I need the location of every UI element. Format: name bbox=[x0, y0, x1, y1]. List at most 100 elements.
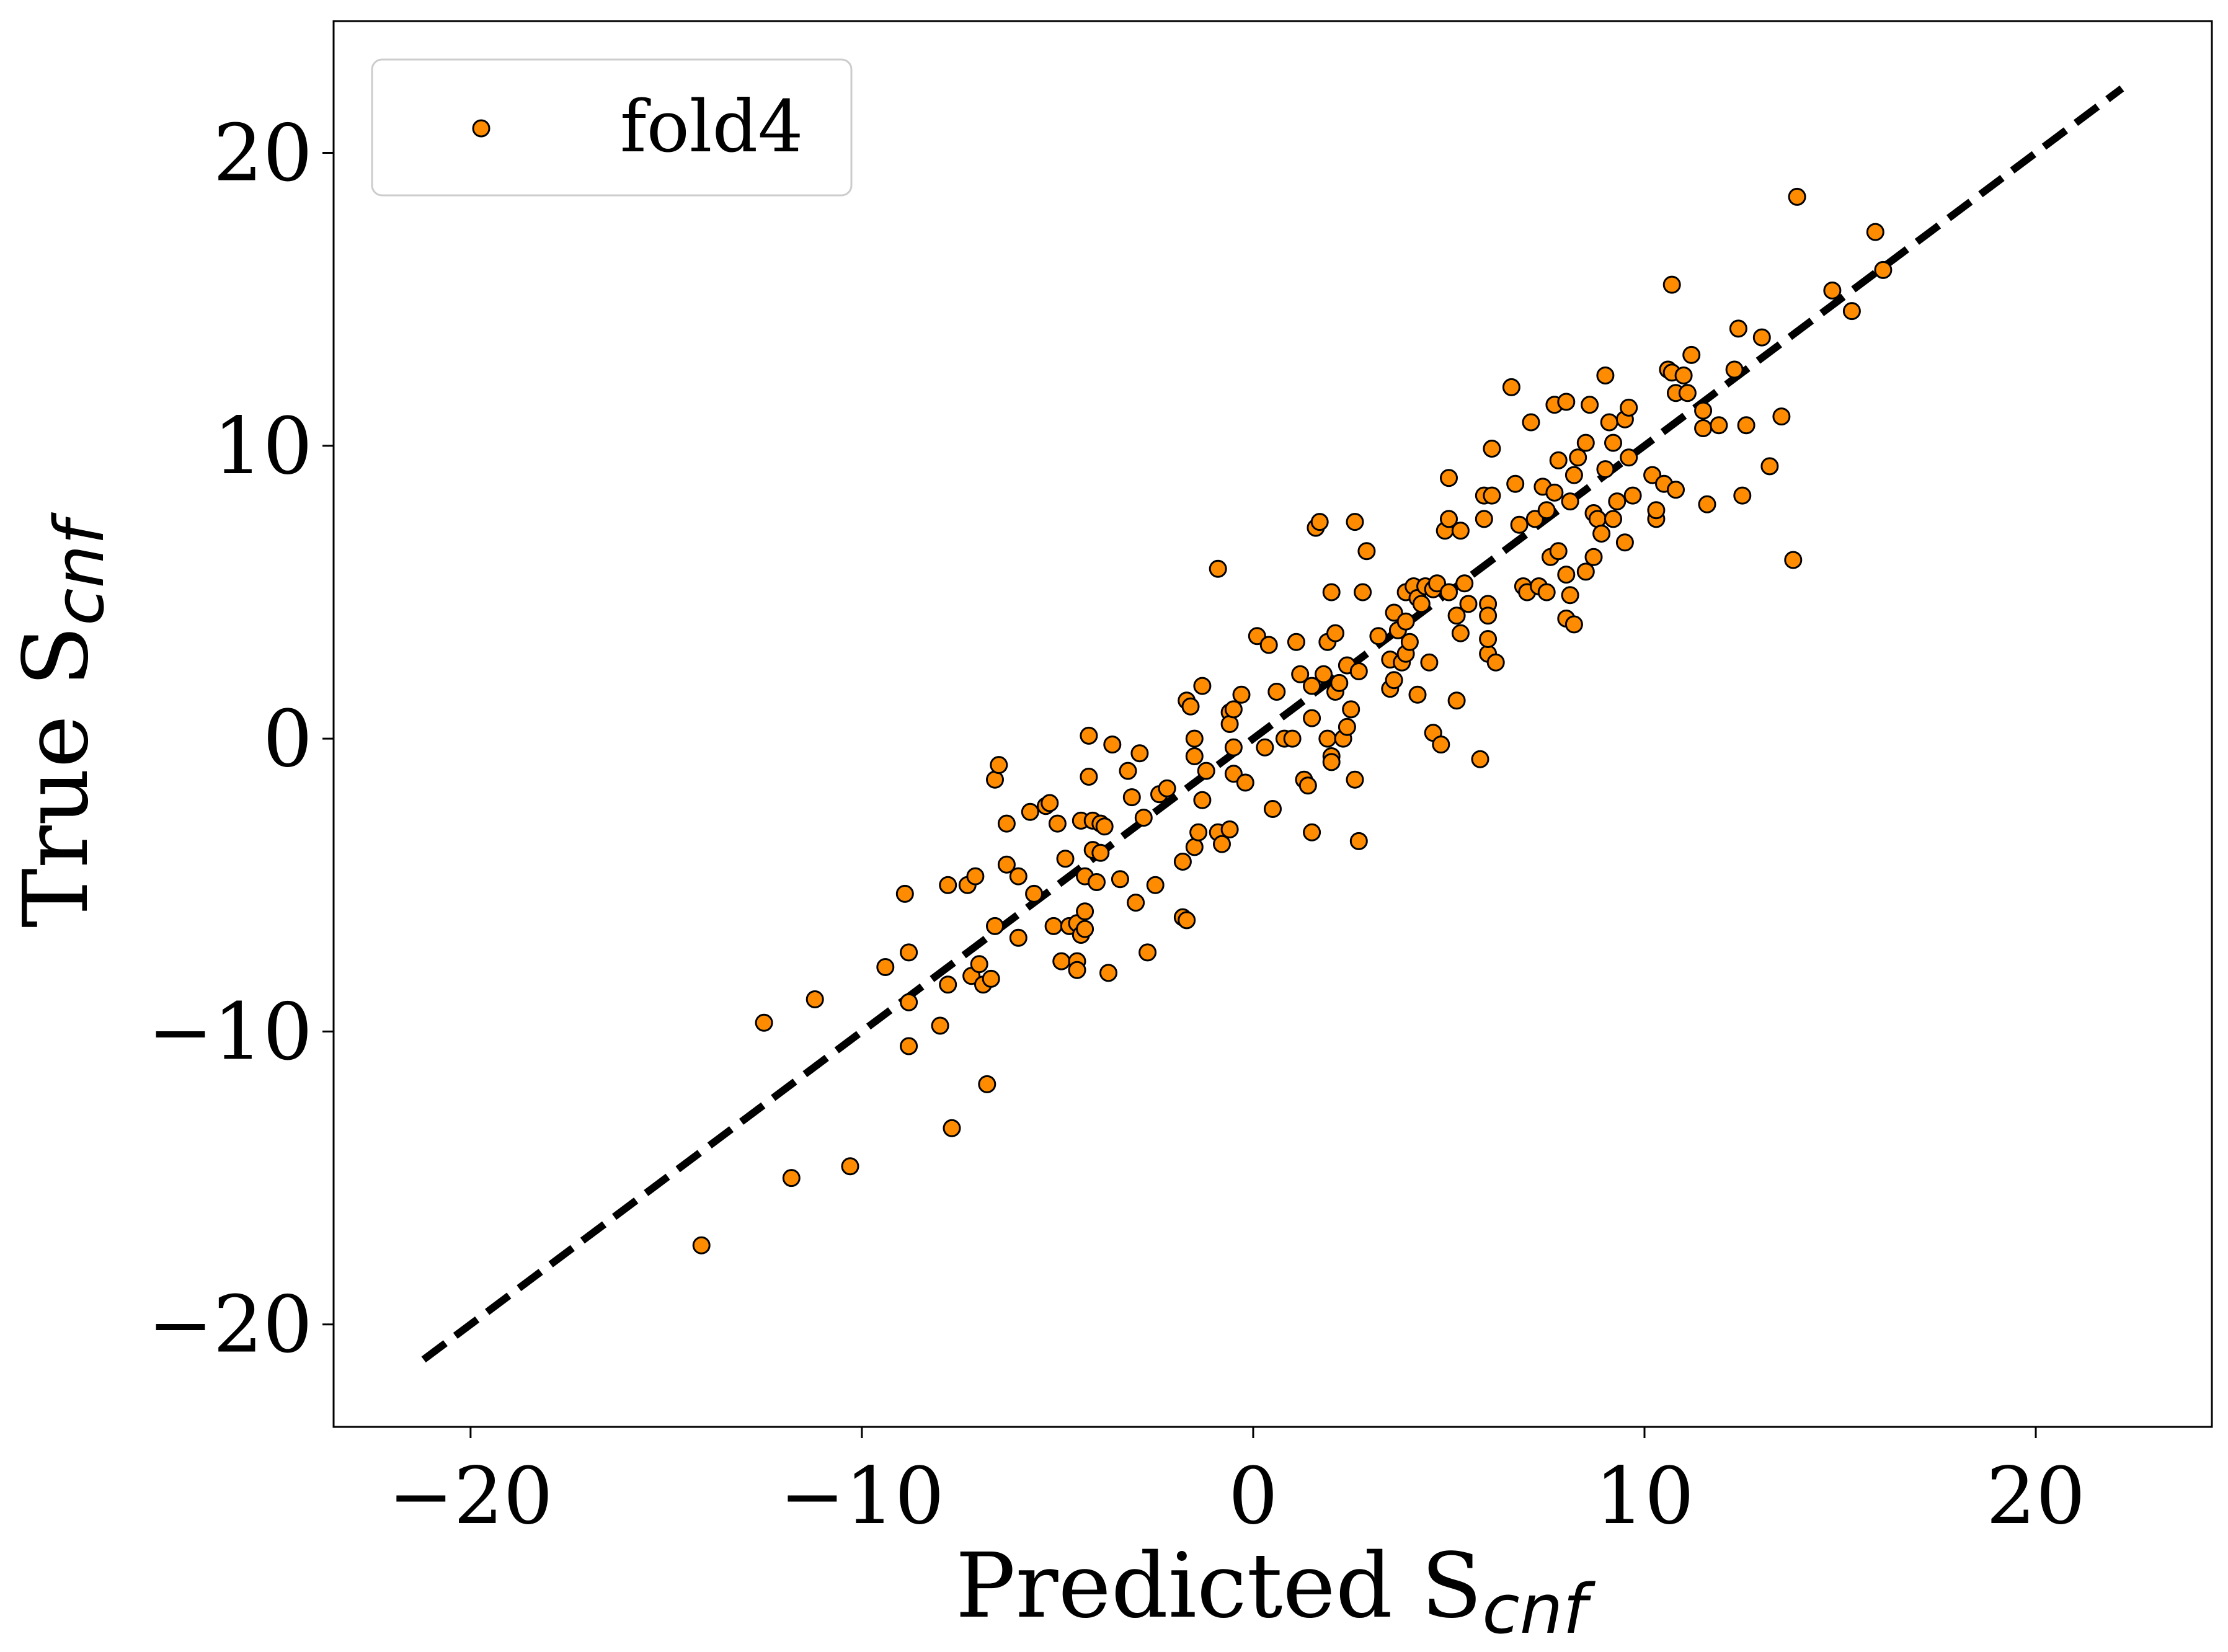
data-point bbox=[1506, 474, 1525, 493]
data-point bbox=[1842, 302, 1861, 321]
data-point bbox=[1569, 448, 1587, 467]
data-point bbox=[1095, 817, 1114, 836]
data-point bbox=[1760, 457, 1779, 476]
data-point bbox=[1138, 943, 1157, 962]
data-point bbox=[990, 756, 1008, 775]
data-point bbox=[1522, 413, 1540, 432]
data-point bbox=[1326, 624, 1344, 642]
data-point bbox=[1483, 440, 1501, 458]
data-point bbox=[939, 975, 957, 994]
y-tick-label: −20 bbox=[148, 1279, 313, 1370]
data-point bbox=[1264, 800, 1282, 818]
data-point bbox=[895, 884, 914, 903]
data-point bbox=[943, 1119, 961, 1137]
data-point bbox=[1486, 653, 1505, 672]
data-point bbox=[1185, 838, 1204, 856]
data-point bbox=[1440, 469, 1458, 487]
data-point bbox=[1080, 726, 1098, 745]
data-point bbox=[1178, 911, 1196, 930]
data-point bbox=[1447, 691, 1466, 710]
data-point bbox=[1788, 187, 1806, 206]
x-axis-title: Predicted Scnf bbox=[956, 1534, 1596, 1649]
data-point bbox=[1471, 750, 1489, 768]
data-point bbox=[1623, 486, 1642, 505]
data-point bbox=[1025, 884, 1044, 903]
x-tick-label: 0 bbox=[1228, 1450, 1278, 1542]
data-point bbox=[782, 1169, 801, 1188]
data-point bbox=[1158, 779, 1176, 797]
data-point bbox=[1615, 533, 1634, 552]
data-point bbox=[1537, 583, 1556, 602]
data-point bbox=[1710, 416, 1728, 435]
identity-line bbox=[421, 85, 2124, 1363]
data-point bbox=[1189, 823, 1208, 842]
data-point bbox=[900, 943, 918, 962]
data-point bbox=[931, 1016, 949, 1035]
data-point bbox=[1412, 595, 1431, 613]
data-point bbox=[1236, 773, 1254, 792]
data-point bbox=[1564, 615, 1583, 634]
data-point bbox=[1009, 928, 1027, 947]
data-point bbox=[1357, 542, 1376, 561]
y-axis-title: True Scnf bbox=[4, 512, 119, 928]
data-point bbox=[1784, 551, 1803, 569]
data-point bbox=[692, 1236, 711, 1255]
data-point bbox=[1111, 870, 1129, 889]
data-point bbox=[1232, 685, 1251, 704]
plot-frame bbox=[332, 20, 2213, 1428]
data-point bbox=[1737, 416, 1755, 435]
data-point bbox=[1502, 378, 1520, 396]
data-point bbox=[1483, 486, 1501, 505]
data-point bbox=[1119, 762, 1137, 780]
data-point bbox=[1330, 673, 1349, 692]
y-tick-label: 0 bbox=[263, 693, 313, 784]
data-point bbox=[1400, 633, 1419, 651]
data-point bbox=[1080, 768, 1098, 786]
data-point bbox=[1173, 853, 1192, 871]
data-point bbox=[1682, 345, 1701, 364]
data-point bbox=[1127, 894, 1145, 912]
data-point bbox=[1385, 671, 1403, 690]
data-point bbox=[900, 1037, 918, 1055]
data-point bbox=[1459, 595, 1478, 613]
data-point bbox=[1354, 583, 1372, 602]
data-point bbox=[1076, 902, 1094, 921]
data-point bbox=[1428, 574, 1446, 593]
data-point bbox=[1122, 788, 1141, 807]
data-point bbox=[1224, 738, 1243, 757]
y-axis-ticks: −20 −10 0 10 20 bbox=[148, 108, 334, 1370]
data-point bbox=[1224, 765, 1243, 783]
data-point bbox=[1549, 451, 1568, 469]
data-point bbox=[1103, 735, 1122, 754]
data-point bbox=[982, 969, 1000, 988]
data-point bbox=[1134, 809, 1153, 827]
data-point bbox=[1729, 319, 1747, 338]
data-point bbox=[876, 958, 895, 976]
data-point bbox=[1346, 513, 1364, 531]
data-point bbox=[1052, 952, 1071, 970]
data-point bbox=[1385, 603, 1403, 622]
data-point bbox=[1596, 460, 1615, 479]
data-point bbox=[1866, 223, 1884, 241]
data-point bbox=[1667, 481, 1685, 499]
data-point bbox=[1600, 413, 1618, 432]
data-point bbox=[978, 1075, 996, 1093]
data-point bbox=[1561, 492, 1579, 511]
data-point bbox=[1220, 820, 1239, 838]
data-point bbox=[1338, 717, 1356, 736]
data-point bbox=[1588, 510, 1607, 528]
data-point bbox=[900, 993, 918, 1011]
data-point bbox=[1283, 729, 1302, 748]
data-point bbox=[1213, 835, 1231, 853]
data-point bbox=[1021, 802, 1039, 821]
data-point bbox=[1349, 832, 1368, 850]
data-point bbox=[1259, 636, 1278, 654]
data-point bbox=[1130, 744, 1149, 763]
data-point bbox=[1369, 627, 1388, 646]
data-point bbox=[1557, 393, 1576, 411]
data-point bbox=[1576, 433, 1595, 452]
data-point bbox=[970, 955, 988, 974]
points-layer bbox=[692, 187, 1893, 1255]
data-point bbox=[1549, 542, 1568, 561]
